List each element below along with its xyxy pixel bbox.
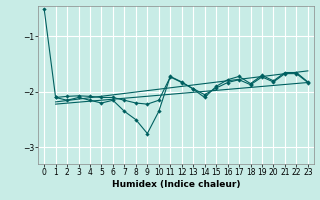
X-axis label: Humidex (Indice chaleur): Humidex (Indice chaleur): [112, 180, 240, 189]
